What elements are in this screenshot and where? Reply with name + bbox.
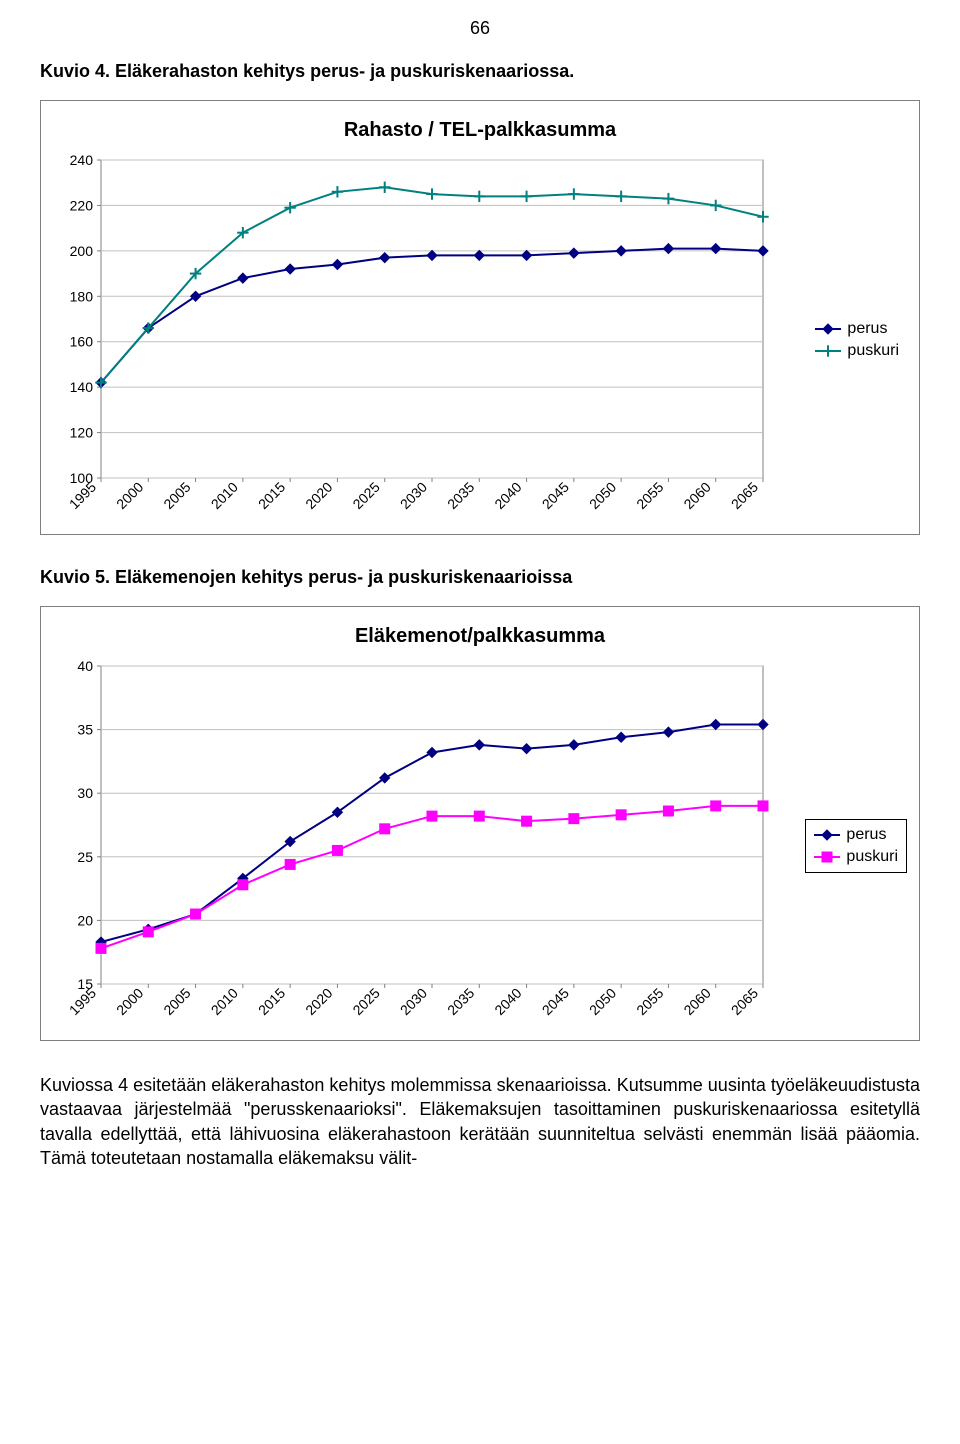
legend-item-perus: perus	[815, 318, 899, 340]
svg-text:2060: 2060	[680, 985, 713, 1018]
chart2-legend: perus puskuri	[805, 819, 907, 873]
legend-item-puskuri: puskuri	[815, 340, 899, 362]
svg-text:30: 30	[77, 785, 93, 801]
svg-text:2050: 2050	[586, 479, 619, 512]
svg-text:180: 180	[70, 288, 94, 304]
svg-text:2030: 2030	[397, 479, 430, 512]
svg-text:2000: 2000	[113, 985, 146, 1018]
svg-text:2050: 2050	[586, 985, 619, 1018]
chart2-container: Eläkemenot/palkkasumma 15202530354019952…	[40, 606, 920, 1041]
svg-text:40: 40	[77, 658, 93, 674]
chart2-title: Eläkemenot/palkkasumma	[53, 625, 907, 648]
chart2-caption: Kuvio 5. Eläkemenojen kehitys perus- ja …	[40, 567, 920, 588]
svg-text:2010: 2010	[208, 985, 241, 1018]
legend-item-puskuri: puskuri	[814, 846, 898, 868]
svg-text:2035: 2035	[444, 479, 477, 512]
svg-text:220: 220	[70, 197, 94, 213]
legend-label-puskuri: puskuri	[846, 848, 898, 866]
legend-swatch-puskuri	[815, 350, 841, 352]
svg-text:2000: 2000	[113, 479, 146, 512]
svg-text:2045: 2045	[539, 985, 572, 1018]
svg-text:2025: 2025	[349, 479, 382, 512]
svg-text:120: 120	[70, 425, 94, 441]
svg-text:160: 160	[70, 334, 94, 350]
svg-text:20: 20	[77, 912, 93, 928]
svg-text:2060: 2060	[680, 479, 713, 512]
svg-text:2020: 2020	[302, 985, 335, 1018]
svg-text:2065: 2065	[728, 985, 761, 1018]
chart2-plot: 1520253035401995200020052010201520202025…	[53, 656, 793, 1036]
legend-swatch-perus	[815, 328, 841, 330]
legend-label-perus: perus	[846, 826, 886, 844]
svg-text:2005: 2005	[160, 985, 193, 1018]
chart1-legend: perus puskuri	[807, 314, 907, 366]
svg-text:35: 35	[77, 722, 93, 738]
svg-text:2010: 2010	[208, 479, 241, 512]
svg-text:25: 25	[77, 849, 93, 865]
chart1-plot: 1001201401601802002202401995200020052010…	[53, 150, 795, 530]
svg-text:2035: 2035	[444, 985, 477, 1018]
svg-text:200: 200	[70, 243, 94, 259]
legend-swatch-perus	[814, 834, 840, 836]
page: 66 Kuvio 4. Eläkerahaston kehitys perus-…	[0, 0, 960, 1208]
svg-text:2045: 2045	[539, 479, 572, 512]
svg-text:2065: 2065	[728, 479, 761, 512]
svg-text:2020: 2020	[302, 479, 335, 512]
body-paragraph: Kuviossa 4 esitetään eläkerahaston kehit…	[40, 1073, 920, 1170]
legend-label-puskuri: puskuri	[847, 342, 899, 360]
page-number: 66	[40, 0, 920, 53]
svg-text:2015: 2015	[255, 479, 288, 512]
chart1-container: Rahasto / TEL-palkkasumma 10012014016018…	[40, 100, 920, 535]
chart1-caption: Kuvio 4. Eläkerahaston kehitys perus- ja…	[40, 61, 920, 82]
svg-text:2030: 2030	[397, 985, 430, 1018]
chart1-title: Rahasto / TEL-palkkasumma	[53, 119, 907, 142]
svg-text:2005: 2005	[160, 479, 193, 512]
svg-text:2040: 2040	[491, 985, 524, 1018]
svg-text:2055: 2055	[633, 479, 666, 512]
legend-swatch-puskuri	[814, 856, 840, 858]
svg-text:2025: 2025	[349, 985, 382, 1018]
svg-text:2015: 2015	[255, 985, 288, 1018]
svg-text:240: 240	[70, 152, 94, 168]
svg-text:1995: 1995	[66, 985, 99, 1018]
svg-text:2055: 2055	[633, 985, 666, 1018]
svg-text:2040: 2040	[491, 479, 524, 512]
legend-label-perus: perus	[847, 320, 887, 338]
svg-text:140: 140	[70, 379, 94, 395]
legend-item-perus: perus	[814, 824, 898, 846]
